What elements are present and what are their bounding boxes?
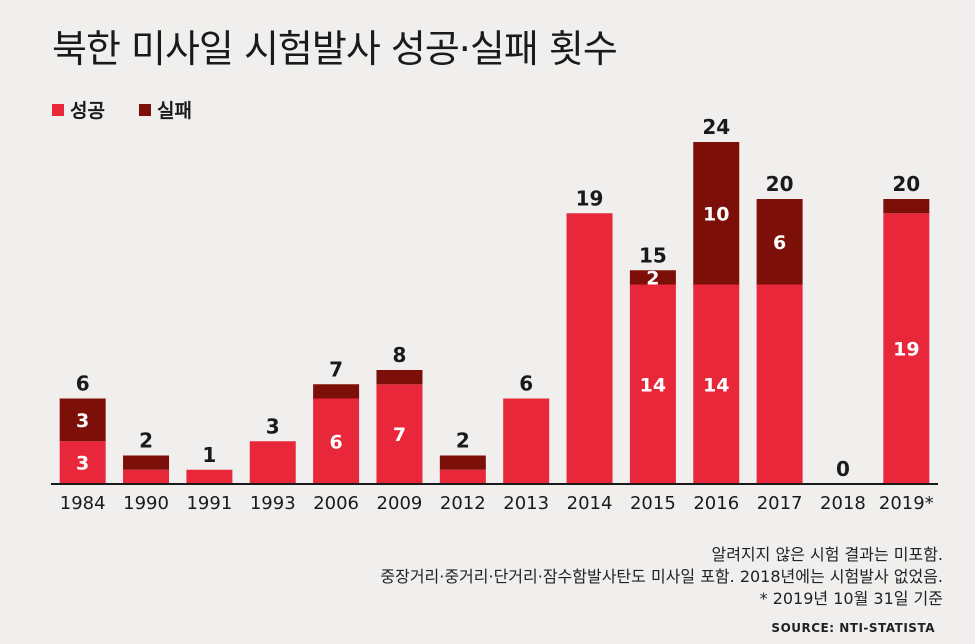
- bar-failure: [756, 199, 803, 285]
- legend-item-success: 성공: [52, 96, 105, 123]
- total-label: 3: [266, 414, 280, 438]
- legend-label-success: 성공: [70, 100, 105, 122]
- segment-label-success: 14: [640, 374, 666, 396]
- x-tick-label: 1991: [186, 493, 232, 514]
- total-label: 8: [393, 343, 407, 367]
- total-label: 20: [892, 172, 920, 196]
- total-label: 24: [702, 115, 730, 139]
- note-line: 알려지지 않은 시험 결과는 미포함.: [711, 545, 943, 564]
- x-tick-label: 2009: [377, 493, 423, 514]
- bar-failure: [629, 270, 676, 285]
- segment-label-failure: 3: [76, 410, 89, 432]
- legend-label-failure: 실패: [156, 100, 192, 122]
- bar-failure: [439, 455, 486, 470]
- total-label: 6: [519, 372, 533, 396]
- total-label: 2: [139, 429, 153, 453]
- bar-success: [503, 398, 550, 484]
- bar-success: [439, 469, 486, 484]
- x-tick-label: 1990: [123, 493, 169, 514]
- segment-label-success: 14: [703, 374, 729, 396]
- x-tick-label: 2017: [757, 493, 803, 514]
- segment-label-success: 3: [76, 453, 89, 475]
- x-tick-label: 1993: [250, 493, 296, 514]
- bar-failure: [693, 142, 740, 285]
- bar-success: [186, 469, 233, 484]
- stacked-bar-chart: 3361984219901199131993672006782009220126…: [51, 115, 938, 514]
- legend-item-failure: 실패: [138, 96, 192, 123]
- source-credit: SOURCE: NTI-STATISTA: [771, 621, 935, 635]
- bar-success: [123, 469, 170, 484]
- x-tick-label: 1984: [60, 493, 106, 514]
- segment-label-success: 7: [393, 424, 406, 446]
- bar-failure: [883, 199, 930, 214]
- bar-success: [693, 284, 740, 484]
- total-label: 6: [76, 372, 90, 396]
- chart-title: 북한 미사일 시험발사 성공·실패 횟수: [52, 27, 618, 71]
- bar-success: [566, 213, 613, 484]
- total-label: 0: [836, 457, 850, 481]
- bar-failure: [59, 398, 106, 442]
- total-label: 20: [766, 172, 794, 196]
- bar-success: [756, 284, 803, 484]
- legend: 성공 실패: [52, 96, 192, 123]
- x-tick-label: 2006: [313, 493, 359, 514]
- bar-success: [629, 284, 676, 484]
- total-label: 7: [329, 357, 343, 381]
- segment-label-success: 6: [329, 431, 342, 453]
- bar-success: [249, 441, 296, 484]
- total-label: 1: [202, 443, 216, 467]
- total-label: 2: [456, 429, 470, 453]
- total-label: 15: [639, 243, 667, 267]
- x-tick-label: 2013: [503, 493, 549, 514]
- x-tick-label: 2018: [820, 493, 866, 514]
- note-line: * 2019년 10월 31일 기준: [759, 589, 943, 608]
- bar-failure: [123, 455, 170, 470]
- legend-swatch-success: [52, 103, 64, 116]
- bar-success: [883, 213, 930, 484]
- bar-success: [313, 398, 360, 484]
- bar-success: [376, 384, 423, 484]
- segment-label-failure: 6: [773, 232, 786, 254]
- x-tick-label: 2019*: [879, 493, 934, 514]
- segment-label-success: 19: [893, 339, 919, 361]
- x-tick-label: 2012: [440, 493, 486, 514]
- legend-swatch-failure: [138, 103, 151, 116]
- segment-label-failure: 10: [703, 203, 729, 225]
- bar-failure: [313, 384, 360, 399]
- segment-label-failure: 2: [646, 267, 659, 289]
- total-label: 19: [576, 186, 604, 210]
- x-tick-label: 2015: [630, 493, 676, 514]
- chart-notes: 알려지지 않은 시험 결과는 미포함. 중장거리·중거리·단거리·잠수함발사탄도…: [380, 544, 943, 610]
- x-tick-label: 2014: [567, 493, 613, 514]
- x-tick-label: 2016: [693, 493, 739, 514]
- note-line: 중장거리·중거리·단거리·잠수함발사탄도 미사일 포함. 2018년에는 시험발…: [380, 567, 943, 586]
- bar-success: [59, 441, 106, 484]
- bar-failure: [376, 370, 423, 385]
